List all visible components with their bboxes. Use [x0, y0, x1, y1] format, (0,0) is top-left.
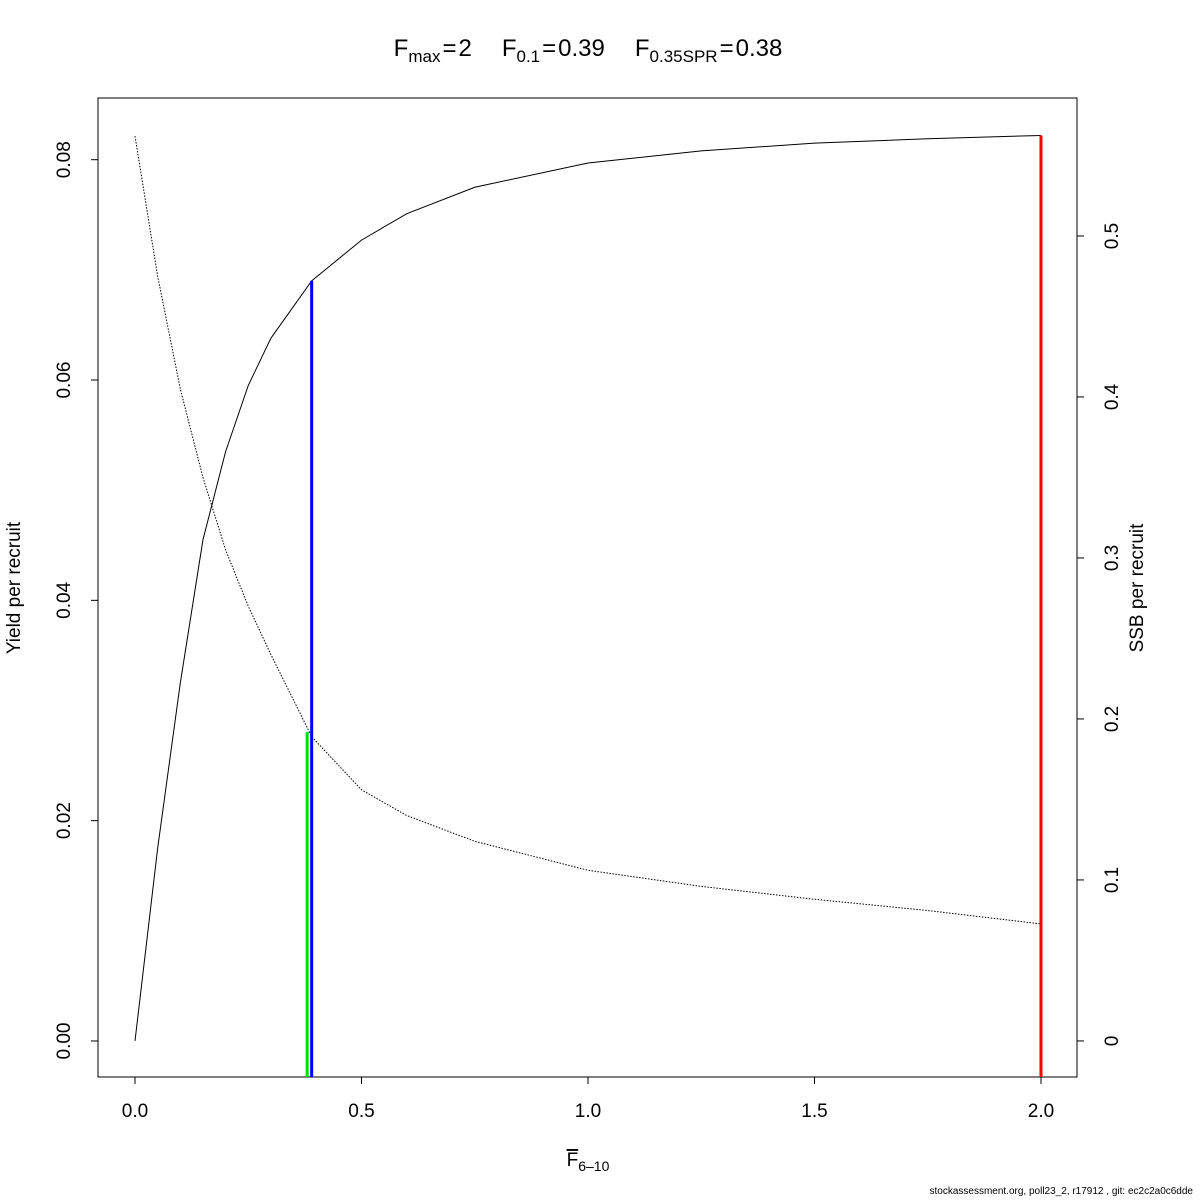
title-equals: = — [720, 35, 734, 62]
y2-tick-label: 0 — [1102, 1036, 1123, 1047]
x-tick-label: 1.0 — [575, 1101, 601, 1122]
y-axis-label: Yield per recruit — [4, 521, 25, 654]
y-tick-label: 0.06 — [54, 362, 75, 399]
y2-tick-label: 0.3 — [1102, 545, 1123, 571]
title-equals: = — [442, 35, 456, 62]
x-label-symbol: F — [567, 1150, 579, 1171]
y2-tick-label: 0.1 — [1102, 867, 1123, 893]
x-axis-label: F6–10 — [567, 1150, 610, 1174]
title-symbol: F — [394, 35, 409, 62]
title-symbol: F — [635, 35, 650, 62]
title-value: 2 — [458, 35, 471, 62]
curve — [134, 136, 1042, 925]
y-tick-label: 0.00 — [54, 1022, 75, 1059]
x-tick-label: 0.5 — [348, 1101, 374, 1122]
x-tick-label: 0.0 — [122, 1101, 148, 1122]
chart-title: Fmax=2 F0.1=0.39 F0.35SPR=0.38 — [394, 35, 783, 66]
y-tick-label: 0.04 — [54, 581, 75, 618]
y-tick-label: 0.08 — [54, 141, 75, 178]
x-tick-label: 2.0 — [1028, 1101, 1054, 1122]
y2-tick-label: 0.2 — [1102, 706, 1123, 732]
y2-tick-label: 0.4 — [1102, 383, 1123, 410]
title-symbol: F — [502, 35, 517, 62]
title-subscript: 0.1 — [517, 47, 541, 66]
title-subscript: 0.35SPR — [650, 47, 718, 66]
title-equals: = — [542, 35, 556, 62]
title-value: 0.38 — [736, 35, 783, 62]
plot-box — [97, 97, 1078, 1078]
title-subscript: max — [408, 47, 441, 66]
title-value: 0.39 — [558, 35, 605, 62]
y2-axis-label: SSB per recruit — [1127, 523, 1148, 653]
x-label-subscript: 6–10 — [578, 1158, 609, 1174]
y2-tick-label: 0.5 — [1102, 223, 1123, 249]
x-tick-label: 1.5 — [801, 1101, 827, 1122]
footer: stockassessment.org, poll23_2, r17912 , … — [930, 1186, 1194, 1197]
y-tick-label: 0.02 — [54, 802, 75, 839]
curve — [134, 134, 1042, 1042]
